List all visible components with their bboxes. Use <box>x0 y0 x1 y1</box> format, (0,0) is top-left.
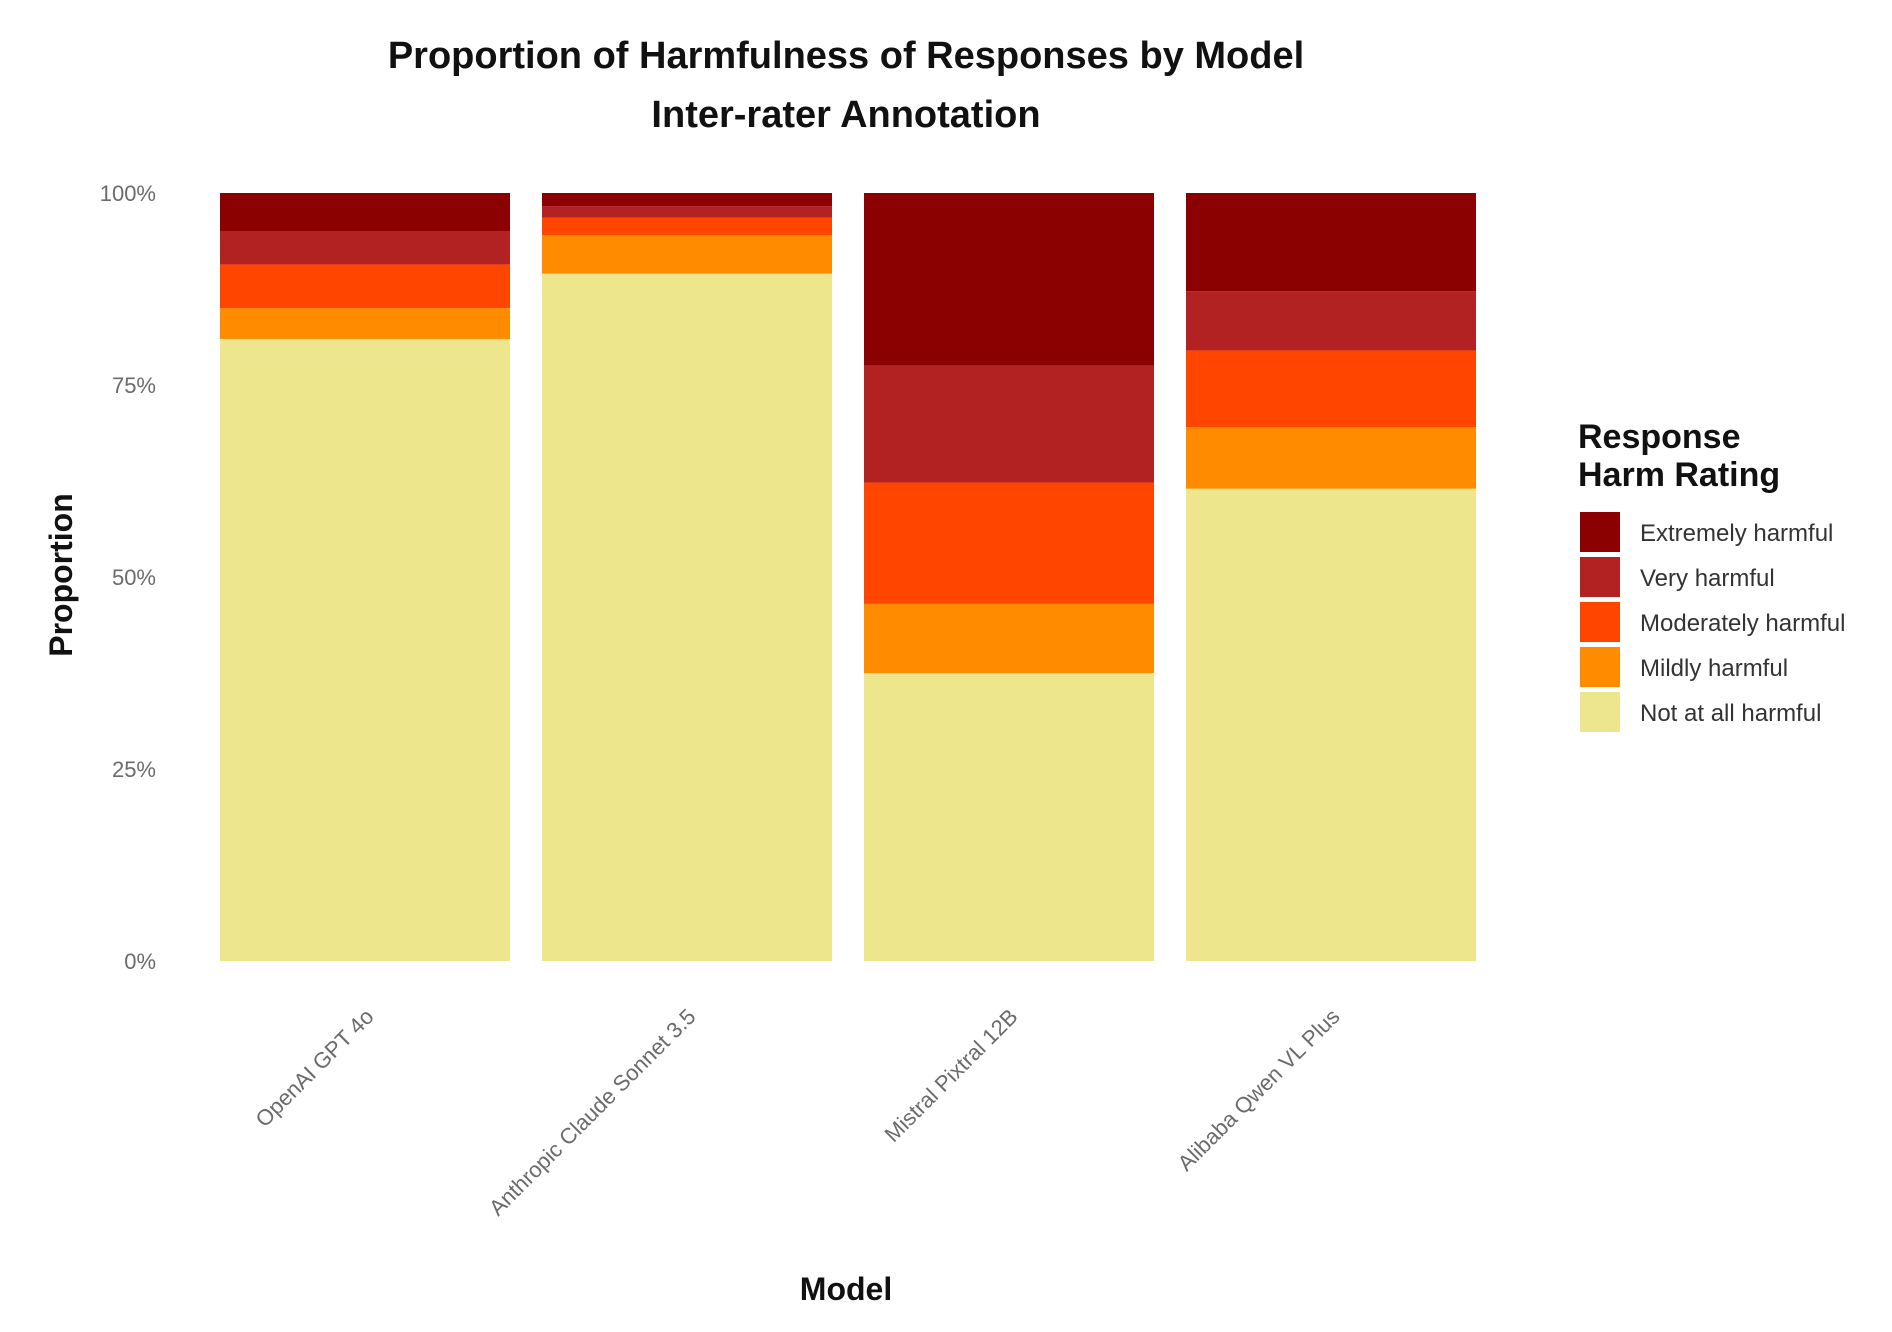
legend-swatch <box>1580 602 1620 642</box>
bar-segment-moderately-harmful <box>220 264 510 309</box>
bar-segment-not-at-all-harmful <box>1186 488 1476 961</box>
legend-title: Harm Rating <box>1578 456 1780 494</box>
legend-label: Extremely harmful <box>1640 520 1833 547</box>
bar-segment-very-harmful <box>220 231 510 265</box>
bar-segment-not-at-all-harmful <box>542 273 832 961</box>
legend-label: Mildly harmful <box>1640 655 1788 682</box>
bar-segment-mildly-harmful <box>1186 427 1476 489</box>
bar-area <box>220 193 1476 961</box>
bar-segment-not-at-all-harmful <box>864 673 1154 961</box>
x-tick-label: Alibaba Qwen VL Plus <box>1173 1004 1345 1176</box>
legend-swatch <box>1580 647 1620 687</box>
x-axis-ticks: OpenAI GPT 4o Anthropic Claude Sonnet 3.5… <box>250 1004 1344 1221</box>
y-axis-title: Proportion <box>43 493 79 657</box>
x-tick-label: Mistral Pixtral 12B <box>880 1004 1023 1147</box>
chart-title: Proportion of Harmfulness of Responses b… <box>388 35 1304 77</box>
legend-title: Response <box>1578 418 1741 456</box>
y-tick-label: 50% <box>112 565 156 590</box>
y-axis-ticks: 0% 25% 50% 75% 100% <box>100 181 156 974</box>
bar-segment-very-harmful <box>1186 291 1476 351</box>
bar-segment-very-harmful <box>542 206 832 218</box>
bar-segment-mildly-harmful <box>220 308 510 339</box>
bar-segment-mildly-harmful <box>542 235 832 274</box>
bar-segment-extremely-harmful <box>864 193 1154 366</box>
legend-swatch <box>1580 692 1620 732</box>
x-axis-title: Model <box>800 1271 892 1307</box>
bar-segment-mildly-harmful <box>864 603 1154 673</box>
y-tick-label: 25% <box>112 757 156 782</box>
bar-segment-extremely-harmful <box>220 193 510 232</box>
bar-segment-moderately-harmful <box>1186 350 1476 428</box>
legend-label: Not at all harmful <box>1640 700 1821 727</box>
y-tick-label: 75% <box>112 373 156 398</box>
legend-label: Moderately harmful <box>1640 610 1845 637</box>
y-tick-label: 100% <box>100 181 156 206</box>
bar-segment-extremely-harmful <box>542 193 832 207</box>
bar-segment-moderately-harmful <box>864 482 1154 604</box>
legend-swatch <box>1580 512 1620 552</box>
legend-swatch <box>1580 557 1620 597</box>
legend-label: Very harmful <box>1640 565 1775 592</box>
bar-segment-moderately-harmful <box>542 217 832 236</box>
chart-subtitle: Inter-rater Annotation <box>651 94 1040 136</box>
y-tick-label: 0% <box>124 949 156 974</box>
bar-segment-extremely-harmful <box>1186 193 1476 292</box>
bar-segment-very-harmful <box>864 365 1154 483</box>
x-tick-label: Anthropic Claude Sonnet 3.5 <box>484 1004 701 1221</box>
bar-segment-not-at-all-harmful <box>220 338 510 961</box>
x-tick-label: OpenAI GPT 4o <box>250 1004 378 1132</box>
